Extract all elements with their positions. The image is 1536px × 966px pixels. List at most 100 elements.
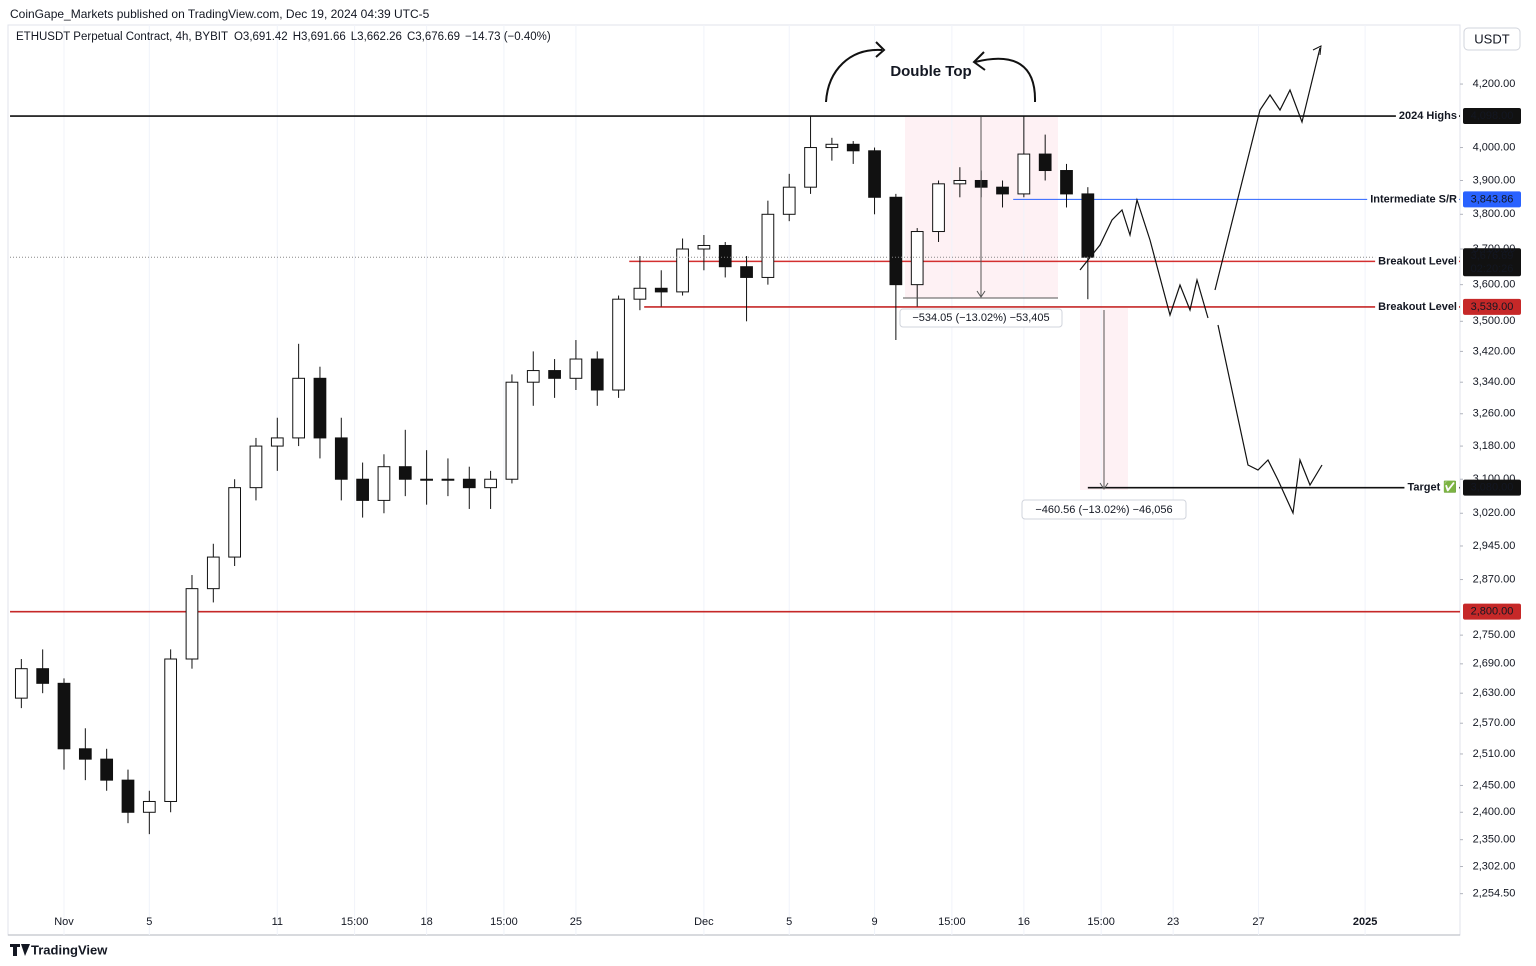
ohlc-value: H3,691.66 bbox=[292, 31, 346, 43]
level-name: Breakout Level bbox=[1378, 301, 1457, 313]
candle-body bbox=[676, 248, 689, 293]
countdown: 02:20:26 bbox=[1471, 263, 1514, 275]
arrowhead bbox=[972, 51, 986, 71]
grid bbox=[63, 25, 1366, 935]
measure-arrowhead bbox=[976, 290, 986, 298]
candle-body bbox=[526, 370, 540, 383]
candle-body bbox=[868, 150, 881, 198]
arrowhead bbox=[1312, 45, 1322, 56]
candle-body bbox=[206, 556, 220, 590]
x-tick-label: 15:00 bbox=[490, 916, 518, 928]
y-tick-label: 2,510.00 bbox=[1473, 748, 1516, 760]
level-name-bg bbox=[1404, 479, 1460, 495]
symbol-title: ETHUSDT Perpetual Contract, 4h, BYBIT bbox=[16, 31, 228, 43]
candle-body bbox=[462, 478, 476, 489]
levels bbox=[10, 115, 1460, 613]
candle-body bbox=[249, 445, 263, 489]
ohlc: O3,691.42 H3,691.66 L3,662.26 C3,676.69 −14.… bbox=[234, 31, 556, 43]
price-tag-label: 3,843.86 bbox=[1471, 193, 1514, 205]
y-tick-label: 3,420.00 bbox=[1473, 345, 1516, 357]
currency-button[interactable] bbox=[1463, 27, 1521, 51]
x-tick-label: 16 bbox=[1018, 916, 1030, 928]
candle-body bbox=[185, 588, 199, 660]
candle-body bbox=[996, 186, 1009, 195]
candle-body bbox=[270, 437, 284, 447]
y-tick-label: 2,254.50 bbox=[1473, 888, 1516, 900]
projection bbox=[1079, 197, 1209, 319]
candle-body bbox=[420, 478, 433, 481]
candle-body bbox=[1038, 153, 1052, 172]
publisher: CoinGape_Markets published on TradingVie… bbox=[10, 7, 430, 21]
ohlc-value: O3,691.42 bbox=[233, 31, 288, 43]
candle-body bbox=[441, 478, 455, 481]
y-tick-label: 3,800.00 bbox=[1473, 208, 1516, 220]
last-price-label: 3,676.69 bbox=[1471, 250, 1514, 262]
measure-box bbox=[899, 308, 1063, 328]
candle-body bbox=[505, 381, 519, 480]
candle-body bbox=[313, 377, 327, 439]
arrowhead bbox=[875, 41, 886, 58]
y-tick-label: 2,690.00 bbox=[1473, 658, 1516, 670]
projection-down bbox=[1217, 324, 1323, 516]
price-tag-label: 4,098.00 bbox=[1471, 110, 1514, 122]
x-tick-label: 2025 bbox=[1353, 916, 1377, 928]
annotation: Double Top bbox=[890, 63, 971, 80]
level-name: Target ✅ bbox=[1407, 481, 1457, 494]
candle-body bbox=[548, 370, 561, 379]
candle-body bbox=[1060, 170, 1073, 195]
candle-body bbox=[377, 466, 391, 501]
y-tick-label: 3,180.00 bbox=[1473, 440, 1516, 452]
candle-body bbox=[633, 287, 647, 300]
brand: TradingView bbox=[31, 942, 108, 957]
y-tick-label: 4,000.00 bbox=[1473, 141, 1516, 153]
y-tick-label: 2,750.00 bbox=[1473, 629, 1516, 641]
price-tag bbox=[1463, 479, 1521, 496]
currency[interactable]: USDT bbox=[1474, 31, 1509, 46]
y-tick-label: 2,870.00 bbox=[1473, 573, 1516, 585]
candle-body bbox=[228, 487, 242, 558]
price-tag bbox=[1463, 603, 1521, 620]
candle-body bbox=[761, 213, 775, 278]
x-tick-label: 25 bbox=[570, 916, 582, 928]
y-tick-label: 3,700.00 bbox=[1473, 243, 1516, 255]
candle-body bbox=[932, 183, 945, 233]
x-tick-label: 18 bbox=[420, 916, 432, 928]
y-tick-label: 2,630.00 bbox=[1473, 687, 1516, 699]
last-price-tag bbox=[1463, 248, 1521, 277]
candle-body bbox=[142, 800, 156, 813]
candle-body bbox=[910, 231, 924, 286]
candles bbox=[14, 116, 1095, 835]
candle-body bbox=[164, 658, 178, 802]
projection-up bbox=[1214, 47, 1321, 291]
y-tick-label: 3,500.00 bbox=[1473, 315, 1516, 327]
double-top-arrow bbox=[825, 48, 883, 103]
price-tag-label: 3,539.00 bbox=[1471, 301, 1514, 313]
ohlc-value: C3,676.69 bbox=[406, 31, 461, 43]
candle-body bbox=[612, 298, 625, 391]
candle-body bbox=[398, 466, 412, 480]
candle-body bbox=[356, 478, 369, 501]
y-tick-label: 3,340.00 bbox=[1473, 376, 1516, 388]
level-name: 2024 Highs bbox=[1399, 110, 1457, 122]
candle-body bbox=[740, 266, 753, 278]
candle-body bbox=[78, 748, 92, 760]
brand-logo bbox=[10, 944, 30, 956]
x-tick-label: 11 bbox=[272, 916, 283, 928]
price-tag bbox=[1463, 298, 1521, 315]
candle-body bbox=[804, 147, 817, 188]
x-tick-label: 15:00 bbox=[341, 916, 369, 928]
candle-body bbox=[121, 779, 135, 813]
level-name: Breakout Level bbox=[1378, 255, 1457, 267]
y-tick-label: 3,020.00 bbox=[1473, 507, 1516, 519]
y-tick-label: 4,200.00 bbox=[1473, 78, 1516, 90]
candle-body bbox=[1017, 153, 1031, 195]
y-tick-label: 3,600.00 bbox=[1473, 279, 1516, 291]
ohlc-value: −14.73 (−0.40%) bbox=[465, 31, 551, 43]
price-tag bbox=[1463, 191, 1521, 208]
candle-body bbox=[953, 179, 967, 185]
level-name-bg bbox=[1375, 254, 1459, 269]
candle-body bbox=[334, 437, 348, 480]
candle-body bbox=[718, 244, 732, 268]
y-tick-label: 2,945.00 bbox=[1473, 540, 1516, 552]
